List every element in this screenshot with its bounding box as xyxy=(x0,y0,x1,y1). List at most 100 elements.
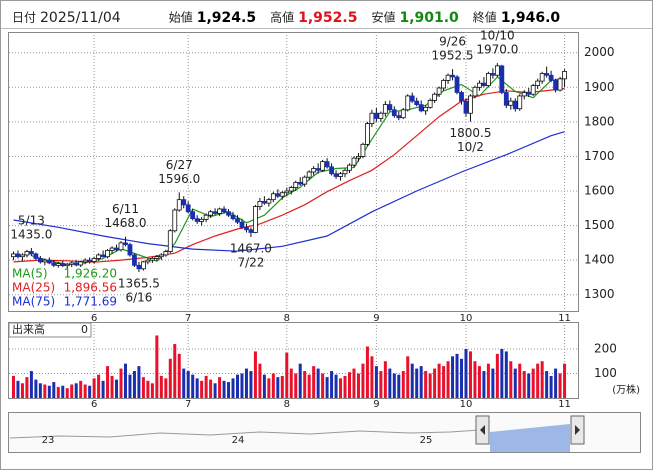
candle-body xyxy=(553,79,558,91)
candle-body xyxy=(226,211,231,216)
volume-bar xyxy=(213,383,217,398)
annotation-date: 10/2 xyxy=(457,140,484,154)
x-tick-label: 7 xyxy=(185,313,191,324)
legend-value: 1,926.20 xyxy=(64,267,117,281)
volume-bar xyxy=(316,368,320,398)
y-tick-label: 2000 xyxy=(584,45,615,59)
candle-body xyxy=(172,209,178,232)
volume-bar xyxy=(419,366,423,398)
volume-bar xyxy=(339,378,343,398)
candle-body xyxy=(217,208,222,214)
volume-bar xyxy=(164,378,168,398)
candle-body xyxy=(60,263,66,267)
candle-body xyxy=(15,253,21,258)
candle-body xyxy=(477,82,482,88)
volume-bar xyxy=(540,361,544,398)
header-date: 2025/11/04 xyxy=(40,10,121,26)
candle-body xyxy=(485,73,491,86)
y-tick-label: 1900 xyxy=(584,80,615,94)
legend-value: 1,896.56 xyxy=(64,281,117,295)
volume-bar xyxy=(563,363,567,398)
candle-body xyxy=(302,176,308,185)
candle-body xyxy=(360,143,366,157)
volume-bar xyxy=(155,335,159,398)
ma-legend-box xyxy=(10,266,118,310)
candle-body xyxy=(20,254,25,258)
annotation-price: 1970.0 xyxy=(476,43,518,57)
candle-body xyxy=(405,95,411,111)
candle-body xyxy=(64,263,70,267)
volume-bar xyxy=(92,378,96,398)
volume-bar xyxy=(312,366,316,398)
candle-body xyxy=(338,173,343,177)
volume-bar xyxy=(101,380,105,398)
volume-bar xyxy=(522,371,526,398)
candle-body xyxy=(481,82,487,86)
volume-bar xyxy=(361,363,365,398)
volume-bar xyxy=(34,379,38,398)
header-label: 安値 xyxy=(371,10,395,25)
volume-bar xyxy=(491,368,495,398)
volume-unit: (万株) xyxy=(612,383,640,396)
x-tick-label: 6 xyxy=(91,399,97,410)
volume-bar xyxy=(88,385,92,398)
volume-bar xyxy=(545,371,549,398)
volume-bar xyxy=(16,380,20,398)
volume-bar xyxy=(356,373,360,398)
candle-body xyxy=(181,199,187,206)
y-tick-label: 1600 xyxy=(584,184,615,198)
volume-bar xyxy=(182,368,186,398)
volume-bar xyxy=(307,374,311,398)
candle-body xyxy=(548,74,554,81)
volume-tick-label: 200 xyxy=(594,341,617,355)
candle-body xyxy=(414,100,420,105)
header-value: 1,924.5 xyxy=(197,10,256,26)
annotation-price: 1468.0 xyxy=(104,216,146,230)
volume-bar xyxy=(249,371,253,398)
candle-body xyxy=(530,85,536,95)
candle-body xyxy=(145,259,151,263)
candle-body xyxy=(436,87,442,95)
candle-body xyxy=(230,214,236,220)
header-value: 1,946.0 xyxy=(501,10,561,26)
navigator-arrow xyxy=(575,425,580,435)
volume-bar xyxy=(240,373,244,398)
candle-body xyxy=(239,221,245,228)
volume-bar xyxy=(61,385,65,398)
candle-body xyxy=(141,261,146,270)
candle-body xyxy=(29,251,34,255)
candle-body xyxy=(347,164,352,171)
volume-bar xyxy=(29,371,33,398)
volume-bar xyxy=(330,371,334,398)
candle-body xyxy=(400,109,406,119)
volume-bar xyxy=(74,383,78,398)
volume-title: 出来高 xyxy=(12,322,45,336)
volume-bar xyxy=(218,377,222,398)
volume-bar xyxy=(495,353,499,398)
candle-body xyxy=(154,256,160,259)
volume-bar xyxy=(56,386,60,398)
annotation-date: 9/26 xyxy=(439,35,466,49)
y-tick-label: 1400 xyxy=(584,253,615,267)
volume-bar xyxy=(365,346,369,398)
volume-bar xyxy=(11,375,15,398)
volume-bar xyxy=(137,366,141,398)
candle-body xyxy=(356,156,361,159)
volume-bar xyxy=(298,363,302,398)
volume-bar xyxy=(150,383,154,398)
volume-bar xyxy=(549,375,553,398)
annotation-date: 6/11 xyxy=(112,202,139,216)
candle-body xyxy=(517,95,523,110)
candle-body xyxy=(459,92,464,102)
candle-body xyxy=(373,112,379,119)
candle-body xyxy=(293,181,299,188)
volume-bar xyxy=(370,356,374,398)
volume-bar xyxy=(141,377,145,398)
candle-body xyxy=(203,214,209,220)
candle-body xyxy=(109,247,115,251)
volume-bar xyxy=(65,388,69,398)
header-label: 終値 xyxy=(473,10,497,25)
volume-bar xyxy=(70,384,74,398)
volume-bar xyxy=(231,378,235,398)
candle-body xyxy=(42,259,48,263)
